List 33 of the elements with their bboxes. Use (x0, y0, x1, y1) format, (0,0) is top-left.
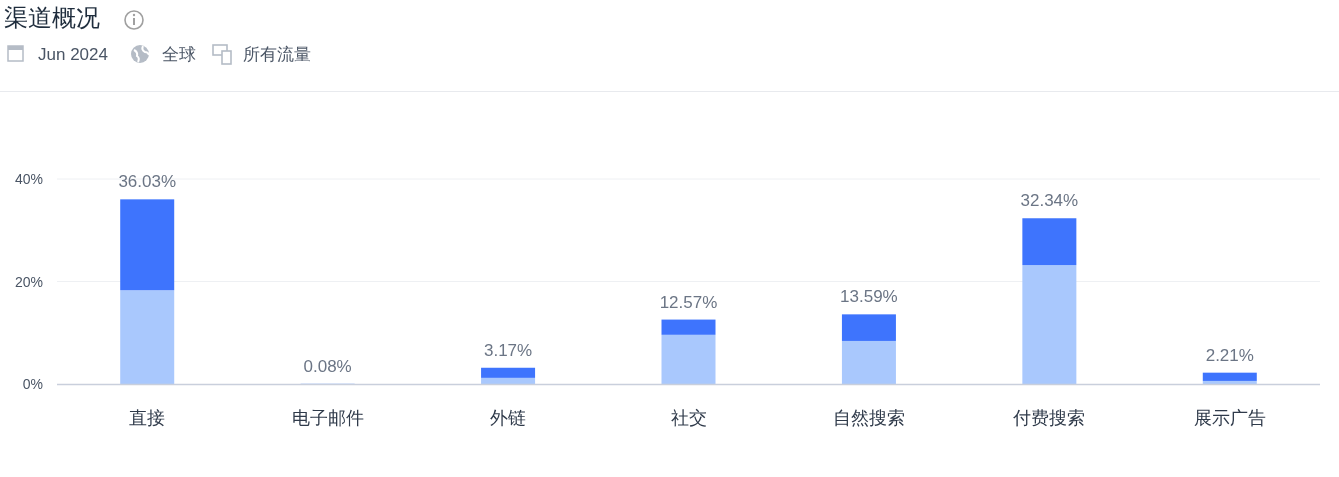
x-tick-label: 电子邮件 (291, 408, 364, 428)
bar (841, 314, 896, 341)
x-tick-label: 社交 (670, 408, 707, 428)
text: Jun 2024 (38, 45, 108, 64)
y-tick-label: 0% (22, 376, 43, 392)
bar (1202, 380, 1257, 384)
total-label: 0.08% (303, 356, 352, 376)
y-tick-label: 40% (14, 171, 43, 187)
total-label: 32.34% (1020, 191, 1079, 211)
y-tick-label: 20% (14, 273, 43, 290)
bar (1022, 218, 1077, 266)
bar (120, 199, 175, 291)
x-tick-label: 付费搜索 (1012, 408, 1086, 428)
total-label: 13.59% (840, 287, 898, 307)
text: 所有流量 (243, 45, 311, 64)
text: 全球 (162, 45, 196, 64)
bar (841, 340, 896, 384)
x-tick-label: 展示广告 (1193, 408, 1266, 428)
chart-title: 渠道概况 (4, 4, 100, 31)
bar (1202, 372, 1257, 381)
total-label: 36.03% (118, 172, 177, 192)
total-label: 3.17% (483, 340, 533, 360)
total-label: 12.57% (659, 292, 718, 312)
bar (1022, 265, 1077, 384)
total-label: 2.21% (1205, 345, 1254, 365)
bar (661, 334, 716, 384)
x-tick-label: 自然搜索 (832, 408, 905, 428)
bar (661, 319, 716, 335)
x-tick-label: 直接 (129, 408, 166, 428)
x-tick-label: 外链 (490, 408, 527, 428)
bar (481, 367, 536, 378)
bar (120, 290, 175, 384)
bar (481, 377, 536, 384)
